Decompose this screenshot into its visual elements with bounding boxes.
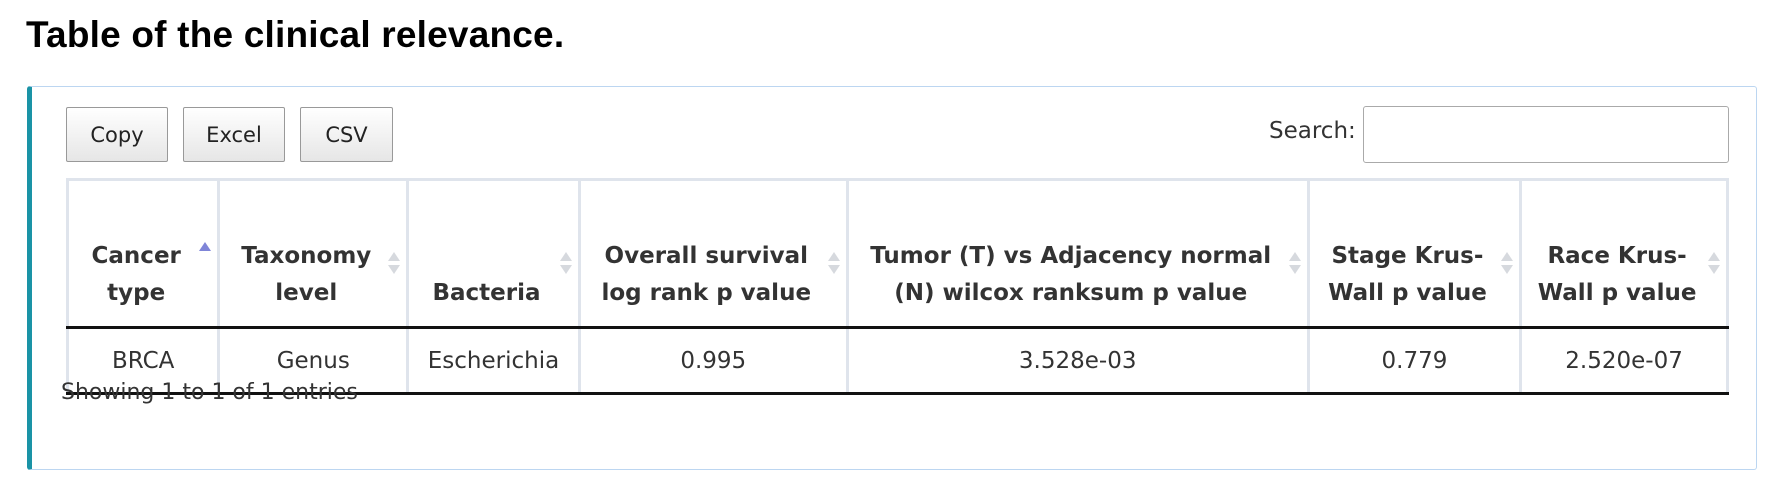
cell-tumor-vs-normal: 3.528e-03 [845, 326, 1310, 395]
copy-button[interactable]: Copy [66, 107, 168, 162]
table-panel: Copy Excel CSV Search: Cancer type Taxon… [27, 86, 1757, 470]
column-header-label: Stage Krus-Wall p value [1328, 243, 1487, 306]
cell-bacteria: Escherichia [406, 326, 581, 395]
column-header-label: Tumor (T) vs Adjacency normal (N) wilcox… [870, 243, 1272, 306]
table-info: Showing 1 to 1 of 1 entries [61, 380, 358, 405]
search-input[interactable] [1363, 106, 1729, 163]
column-header-label: Taxonomy level [241, 243, 372, 306]
column-header-label: Cancer type [91, 243, 181, 306]
column-header-tumor-vs-normal[interactable]: Tumor (T) vs Adjacency normal (N) wilcox… [845, 178, 1310, 329]
column-header-taxonomy-level[interactable]: Taxonomy level [217, 178, 410, 329]
cell-overall-survival: 0.995 [577, 326, 849, 395]
search-label: Search: [1269, 118, 1356, 144]
sort-icon [1288, 251, 1301, 278]
column-header-overall-survival[interactable]: Overall survival log rank p value [577, 178, 849, 329]
csv-button[interactable]: CSV [300, 107, 393, 162]
page-title: Table of the clinical relevance. [26, 14, 565, 55]
clinical-relevance-table: Cancer type Taxonomy level Bacteria Over… [65, 178, 1729, 395]
column-header-label: Race Krus-Wall p value [1537, 243, 1697, 306]
sort-icon [1708, 251, 1720, 278]
column-header-stage[interactable]: Stage Krus-Wall p value [1306, 178, 1523, 329]
sort-icon [388, 251, 401, 278]
column-header-bacteria[interactable]: Bacteria [406, 178, 581, 329]
sort-icon [559, 251, 572, 278]
column-header-label: Overall survival log rank p value [601, 243, 812, 306]
cell-race: 2.520e-07 [1519, 326, 1729, 395]
cell-cancer-type: BRCA [65, 326, 221, 395]
table-header-row: Cancer type Taxonomy level Bacteria Over… [65, 178, 1729, 329]
column-header-label: Bacteria [432, 280, 541, 306]
sort-ascending-icon [199, 241, 212, 254]
cell-stage: 0.779 [1306, 326, 1523, 395]
excel-button[interactable]: Excel [183, 107, 285, 162]
column-header-cancer-type[interactable]: Cancer type [65, 178, 221, 329]
column-header-race[interactable]: Race Krus-Wall p value [1519, 178, 1729, 329]
sort-icon [1501, 251, 1514, 278]
sort-icon [827, 251, 840, 278]
cell-taxonomy-level: Genus [217, 326, 410, 395]
table-row: BRCA Genus Escherichia 0.995 3.528e-03 0… [65, 326, 1729, 395]
